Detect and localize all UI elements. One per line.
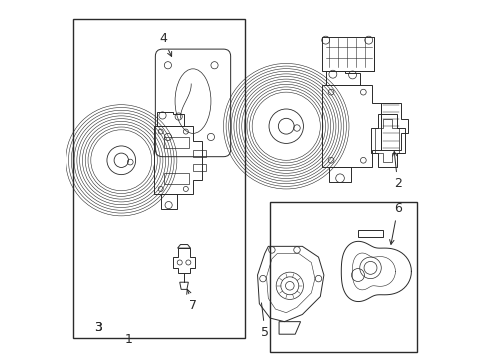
Text: 7: 7: [187, 289, 197, 312]
Text: 2: 2: [392, 152, 402, 190]
Text: 3: 3: [94, 320, 102, 333]
Text: 4: 4: [159, 32, 171, 57]
Bar: [73, 19, 245, 338]
Text: 1: 1: [124, 333, 132, 346]
Text: 5: 5: [261, 303, 269, 339]
Bar: [270, 202, 417, 352]
Text: 6: 6: [390, 202, 402, 244]
Text: 3: 3: [94, 320, 102, 333]
